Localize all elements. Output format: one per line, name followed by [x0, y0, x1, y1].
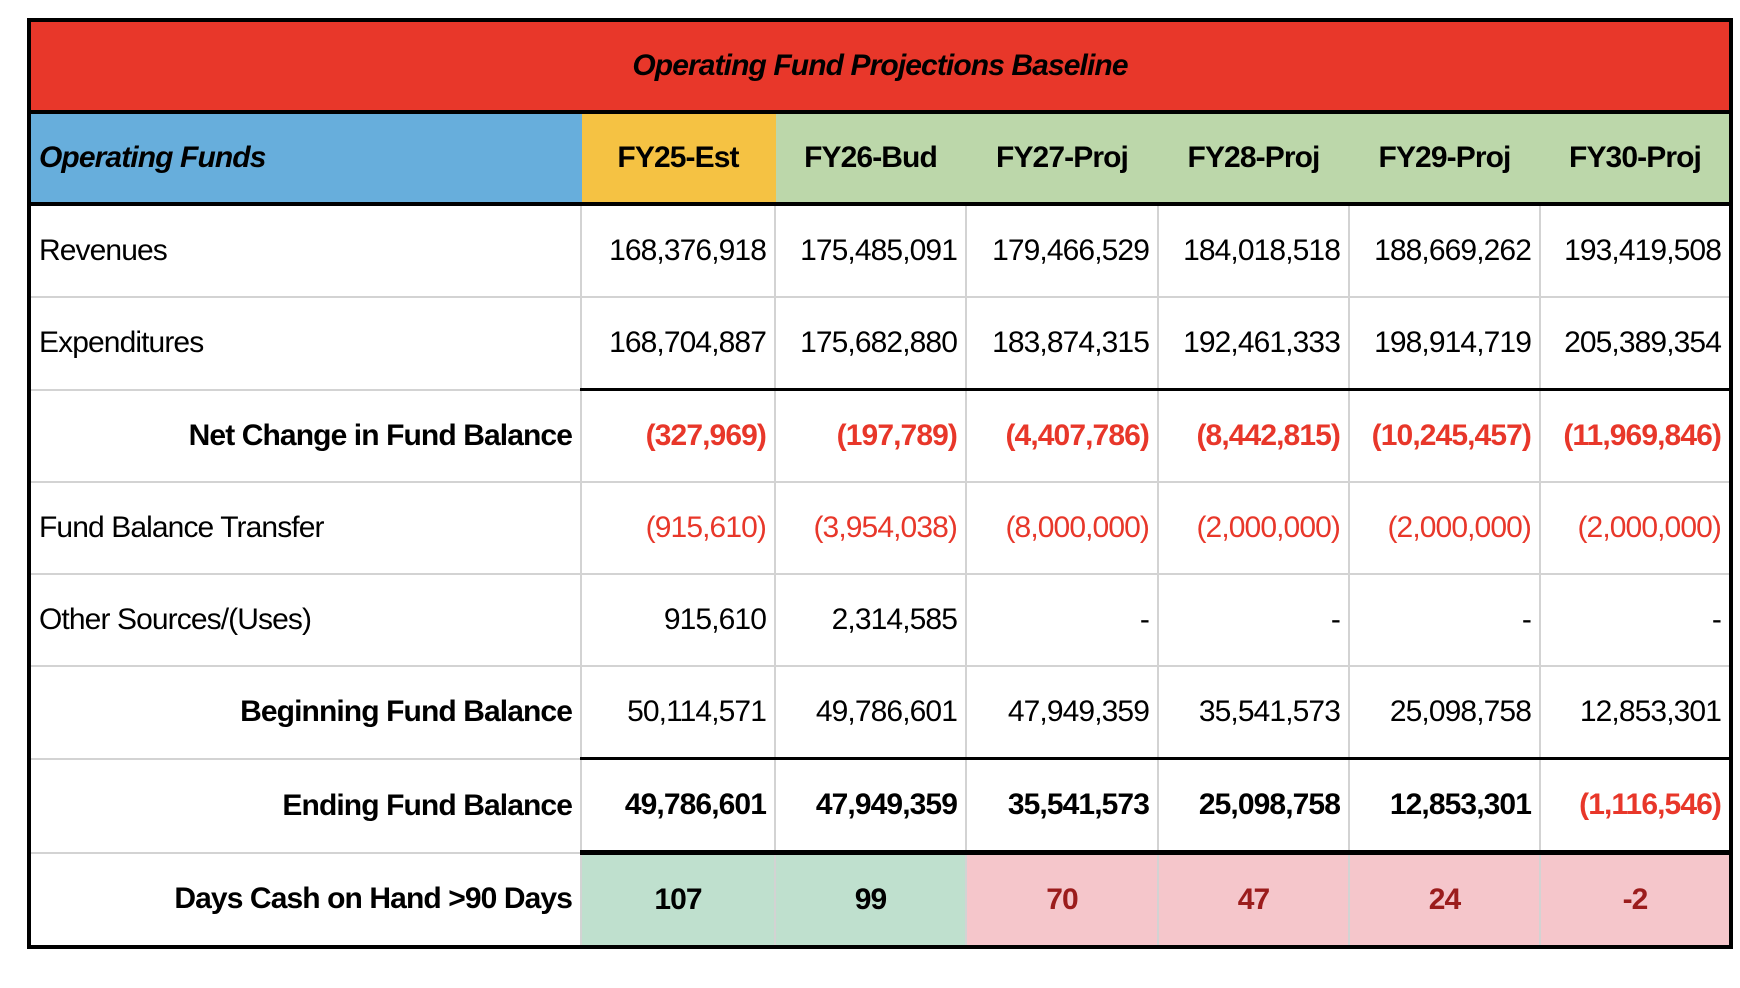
cell: (915,610)	[580, 481, 776, 575]
cell: 188,669,262	[1348, 203, 1541, 298]
cell: (197,789)	[774, 388, 967, 483]
cell: 25,098,758	[1157, 757, 1350, 854]
table-title: Operating Fund Projections Baseline	[28, 19, 1732, 114]
cell: 915,610	[580, 573, 776, 667]
cell: 35,541,573	[1157, 665, 1350, 760]
cell: (2,000,000)	[1157, 481, 1350, 575]
header-year: FY25-Est	[580, 111, 776, 206]
cell: 99	[774, 850, 967, 948]
cell: (2,000,000)	[1539, 481, 1732, 575]
cell: (2,000,000)	[1348, 481, 1541, 575]
row-label: Revenues	[28, 203, 582, 298]
header-year: FY28-Proj	[1157, 111, 1350, 206]
cell: 205,389,354	[1539, 296, 1732, 391]
header-year: FY30-Proj	[1539, 111, 1732, 206]
cell: 50,114,571	[580, 665, 776, 760]
row-label: Ending Fund Balance	[28, 757, 582, 854]
cell: -	[1539, 573, 1732, 667]
header-row: Operating Funds FY25-Est FY26-Bud FY27-P…	[28, 111, 1732, 206]
cell: 193,419,508	[1539, 203, 1732, 298]
cell: 2,314,585	[774, 573, 967, 667]
row-label: Fund Balance Transfer	[28, 481, 582, 575]
table-row-other-sources: Other Sources/(Uses) 915,610 2,314,585 -…	[28, 573, 1732, 667]
cell: 70	[965, 850, 1159, 948]
header-label: Operating Funds	[28, 111, 582, 206]
cell: 183,874,315	[965, 296, 1159, 391]
table-row-ending-balance: Ending Fund Balance 49,786,601 47,949,35…	[28, 757, 1732, 854]
row-label: Days Cash on Hand >90 Days	[28, 851, 582, 948]
row-label: Beginning Fund Balance	[28, 665, 582, 760]
cell: (4,407,786)	[965, 388, 1159, 483]
table-row-expenditures: Expenditures 168,704,887 175,682,880 183…	[28, 296, 1732, 391]
cell: 47	[1157, 850, 1350, 948]
table-row-revenues: Revenues 168,376,918 175,485,091 179,466…	[28, 203, 1732, 298]
cell: 107	[580, 850, 776, 948]
table-row-fund-balance-transfer: Fund Balance Transfer (915,610) (3,954,0…	[28, 481, 1732, 575]
operating-fund-projections-table: Operating Fund Projections Baseline Oper…	[27, 18, 1733, 949]
cell: 198,914,719	[1348, 296, 1541, 391]
table-row-net-change: Net Change in Fund Balance (327,969) (19…	[28, 388, 1732, 483]
cell: -	[1348, 573, 1541, 667]
header-year: FY27-Proj	[965, 111, 1159, 206]
cell: 179,466,529	[965, 203, 1159, 298]
cell: 49,786,601	[774, 665, 967, 760]
row-label: Other Sources/(Uses)	[28, 573, 582, 667]
cell: 184,018,518	[1157, 203, 1350, 298]
table-row-beginning-balance: Beginning Fund Balance 50,114,571 49,786…	[28, 665, 1732, 760]
row-label: Net Change in Fund Balance	[28, 388, 582, 483]
cell: (1,116,546)	[1539, 757, 1732, 854]
cell: (8,000,000)	[965, 481, 1159, 575]
cell: 168,704,887	[580, 296, 776, 391]
cell: (11,969,846)	[1539, 388, 1732, 483]
table-row-days-cash: Days Cash on Hand >90 Days 107 99 70 47 …	[28, 850, 1732, 948]
cell: 12,853,301	[1539, 665, 1732, 760]
cell: 35,541,573	[965, 757, 1159, 854]
cell: 175,682,880	[774, 296, 967, 391]
cell: 47,949,359	[774, 757, 967, 854]
cell: 175,485,091	[774, 203, 967, 298]
cell: (8,442,815)	[1157, 388, 1350, 483]
row-label: Expenditures	[28, 296, 582, 391]
header-year: FY26-Bud	[774, 111, 967, 206]
cell: -2	[1539, 850, 1732, 948]
header-year: FY29-Proj	[1348, 111, 1541, 206]
cell: (10,245,457)	[1348, 388, 1541, 483]
cell: 192,461,333	[1157, 296, 1350, 391]
cell: 25,098,758	[1348, 665, 1541, 760]
cell: 12,853,301	[1348, 757, 1541, 854]
cell: 24	[1348, 850, 1541, 948]
cell: (327,969)	[580, 388, 776, 483]
cell: 168,376,918	[580, 203, 776, 298]
cell: -	[1157, 573, 1350, 667]
cell: (3,954,038)	[774, 481, 967, 575]
cell: 49,786,601	[580, 757, 776, 854]
cell: 47,949,359	[965, 665, 1159, 760]
title-row: Operating Fund Projections Baseline	[28, 19, 1732, 114]
cell: -	[965, 573, 1159, 667]
